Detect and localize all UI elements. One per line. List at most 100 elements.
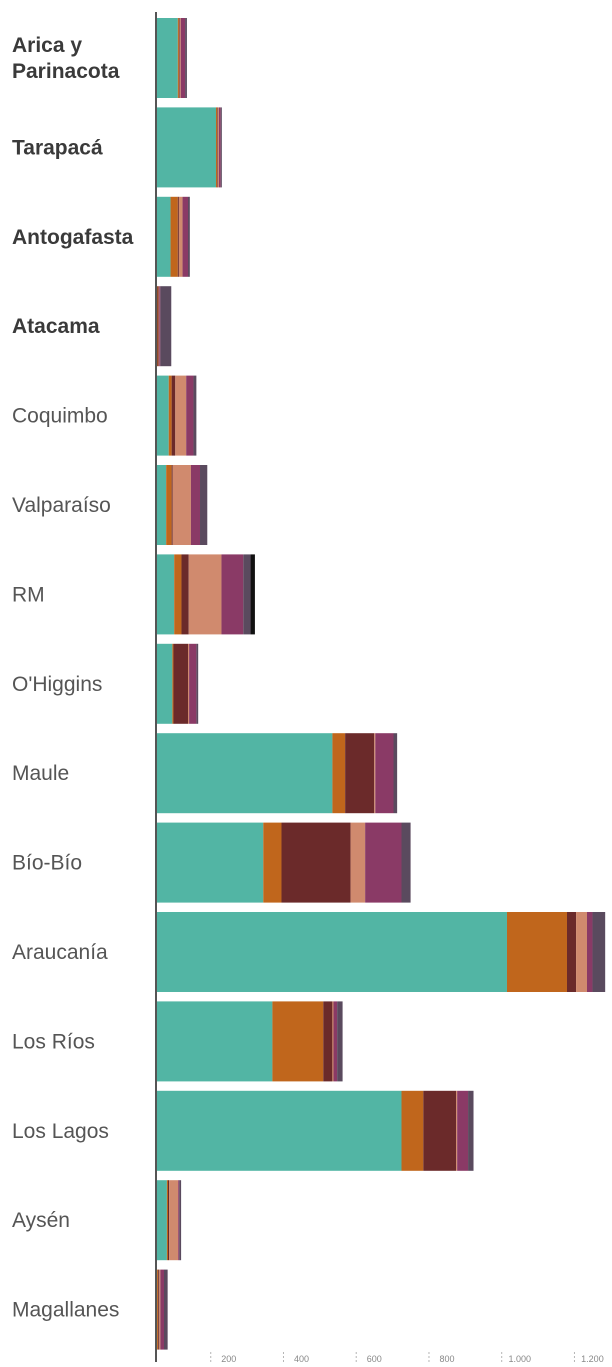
bar-segment (576, 912, 587, 992)
bar-segment (323, 1001, 333, 1082)
bar-segment (218, 107, 221, 188)
bar-segment (178, 18, 180, 98)
bar-segment (188, 643, 190, 724)
category-label: Maule (12, 762, 69, 785)
bar-segment (156, 196, 171, 277)
category-label: Los Ríos (12, 1030, 95, 1053)
bar-segment (401, 822, 411, 903)
bar-segment (164, 1269, 168, 1350)
category-label: Coquimbo (12, 405, 108, 428)
bar-segment (333, 1001, 338, 1082)
bar-segment (200, 465, 208, 545)
bar-segment (190, 465, 201, 545)
bar-segment (156, 286, 158, 367)
bar-segment (196, 643, 199, 724)
bar-segment (506, 912, 567, 992)
category-labels: Arica y Parinacota Tarapacá Antogafasta Atac… (12, 34, 134, 1322)
bar-segment (156, 554, 175, 635)
bar-segment (156, 822, 264, 903)
x-tick-label: 800 (439, 1354, 454, 1364)
bar-segment (156, 107, 217, 188)
bar-segment (217, 107, 219, 188)
bar-segment (243, 554, 251, 635)
bars-layer (156, 18, 606, 1350)
category-label: Aysén (12, 1209, 70, 1232)
category-label: Arica y Parinacota (12, 34, 120, 83)
bar-segment (166, 1180, 168, 1261)
bar-segment (350, 822, 366, 903)
bar-segment (156, 733, 333, 814)
bar-segment (168, 1180, 170, 1261)
bar-segment (374, 733, 376, 814)
bar-segment (166, 465, 172, 545)
bar-segment (178, 196, 183, 277)
category-label: Araucanía (12, 941, 108, 964)
bar-segment (217, 107, 218, 188)
bar-segment (178, 1180, 180, 1261)
bar-segment (157, 286, 159, 367)
bar-segment (365, 822, 402, 903)
category-label: Los Lagos (12, 1120, 109, 1143)
bar-segment (157, 1269, 159, 1350)
bar-segment (173, 643, 189, 724)
bar-segment (170, 196, 178, 277)
bar-segment (159, 286, 161, 367)
bar-segment (156, 1090, 402, 1171)
bar-segment (185, 18, 187, 98)
bar-segment (188, 554, 222, 635)
category-label: Tarapacá (12, 136, 103, 159)
bar-segment (156, 375, 169, 456)
x-tick-label: 1.200 (581, 1354, 604, 1364)
category-label: Bío-Bío (12, 852, 82, 875)
bar-segment (423, 1090, 457, 1171)
bar-segment (159, 1269, 161, 1350)
category-label: Valparaíso (12, 494, 111, 517)
bar-segment (332, 1001, 334, 1082)
bar-segment (468, 1090, 474, 1171)
bar-segment (156, 912, 507, 992)
bar-segment (457, 1090, 469, 1171)
bar-segment (181, 554, 189, 635)
bar-segment (160, 1269, 164, 1350)
bar-segment (158, 286, 160, 367)
bar-segment (177, 18, 179, 98)
bar-segment (393, 733, 398, 814)
bar-segment (172, 643, 174, 724)
bar-segment (189, 643, 197, 724)
bar-segment (263, 822, 282, 903)
bar-segment (168, 375, 172, 456)
bar-segment (156, 643, 173, 724)
bar-segment (171, 375, 176, 456)
bar-segment (160, 286, 172, 367)
bar-segment (375, 733, 394, 814)
bar-segment (175, 375, 187, 456)
bar-segment (456, 1090, 458, 1171)
bar-segment (174, 554, 182, 635)
bar-segment (182, 196, 189, 277)
bar-segment (332, 733, 346, 814)
bar-segment (281, 822, 351, 903)
x-tick-label: 1.000 (508, 1354, 531, 1364)
bar-segment (250, 554, 255, 635)
bar-segment (169, 1180, 179, 1261)
x-axis: 200 400 600 800 1.000 1.200 (155, 12, 604, 1364)
bar-segment (156, 1180, 167, 1261)
bar-segment (592, 912, 606, 992)
category-label: RM (12, 583, 45, 606)
category-label: Antogafasta (12, 226, 134, 249)
category-label: O'Higgins (12, 673, 102, 696)
x-tick-label: 400 (294, 1354, 309, 1364)
bar-segment (587, 912, 593, 992)
bar-segment (220, 107, 222, 188)
bar-segment (272, 1001, 324, 1082)
bar-segment (179, 1180, 182, 1261)
bar-segment (566, 912, 577, 992)
bar-segment (156, 1001, 273, 1082)
bar-segment (158, 1269, 160, 1350)
bar-segment (156, 465, 167, 545)
bar-segment (221, 554, 244, 635)
bar-segment (193, 375, 197, 456)
bar-segment (177, 196, 179, 277)
bar-segment (172, 465, 191, 545)
